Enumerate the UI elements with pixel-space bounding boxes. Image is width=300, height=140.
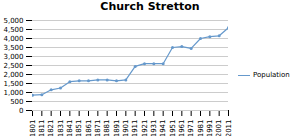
svg-text:1,000: 1,000 [3, 89, 23, 97]
svg-text:1891: 1891 [113, 120, 121, 137]
html-text:Population: Population [253, 71, 290, 79]
svg-text:1871: 1871 [94, 120, 102, 137]
svg-text:1951: 1951 [169, 120, 177, 137]
svg-text:2,000: 2,000 [3, 71, 23, 79]
svg-text:1971: 1971 [187, 120, 195, 137]
svg-text:1,500: 1,500 [3, 80, 23, 88]
svg-text:1911: 1911 [131, 120, 139, 137]
html-text:Church Stretton: Church Stretton [100, 0, 200, 13]
svg-text:5,000: 5,000 [3, 17, 23, 25]
svg-text:1801: 1801 [29, 120, 37, 137]
svg-text:500: 500 [10, 98, 23, 106]
svg-text:1991: 1991 [206, 120, 214, 137]
svg-text:1841: 1841 [66, 120, 74, 137]
svg-text:4,500: 4,500 [3, 26, 23, 34]
svg-text:3,500: 3,500 [3, 44, 23, 52]
svg-text:1821: 1821 [47, 120, 55, 137]
svg-text:4,000: 4,000 [3, 35, 23, 43]
svg-text:1981: 1981 [197, 120, 205, 137]
svg-text:2,500: 2,500 [3, 62, 23, 70]
svg-text:1901: 1901 [122, 120, 130, 137]
svg-text:1931: 1931 [150, 120, 158, 137]
svg-text:2011: 2011 [225, 120, 233, 137]
svg-text:1881: 1881 [103, 120, 111, 137]
svg-text:1861: 1861 [85, 120, 93, 137]
svg-text:0: 0 [19, 107, 23, 115]
svg-text:1831: 1831 [57, 120, 65, 137]
svg-text:1921: 1921 [141, 120, 149, 137]
svg-text:3,000: 3,000 [3, 53, 23, 61]
svg-text:1941: 1941 [159, 120, 167, 137]
svg-text:2001: 2001 [215, 120, 223, 137]
svg-text:1811: 1811 [38, 120, 46, 137]
svg-text:1851: 1851 [75, 120, 83, 137]
svg-text:1961: 1961 [178, 120, 186, 137]
